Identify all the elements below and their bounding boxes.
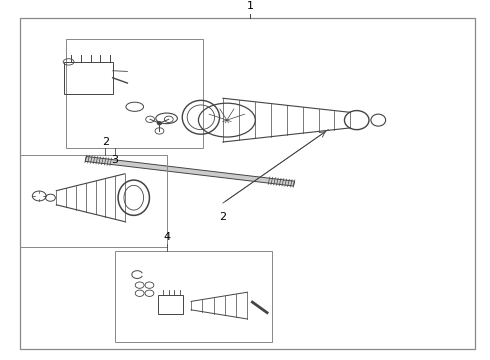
Polygon shape: [85, 157, 294, 186]
Bar: [66, 39, 203, 148]
Bar: [20, 156, 167, 247]
Text: 4: 4: [163, 232, 170, 242]
Bar: [64, 62, 113, 94]
Bar: [115, 251, 272, 342]
Text: 3: 3: [112, 156, 119, 165]
Bar: [158, 295, 183, 314]
Text: 2: 2: [102, 136, 109, 147]
Text: 2: 2: [220, 212, 226, 222]
Text: 1: 1: [246, 1, 253, 11]
Circle shape: [157, 122, 161, 125]
